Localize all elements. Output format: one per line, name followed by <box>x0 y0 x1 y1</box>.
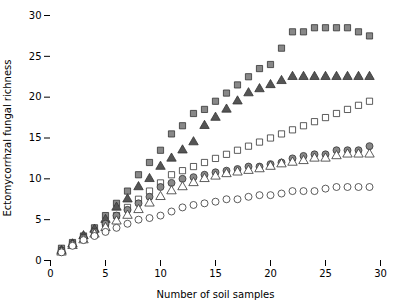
svg-text:Ectomycorrhzal fungal richness: Ectomycorrhzal fungal richness <box>2 60 13 217</box>
svg-text:Number of soil samples: Number of soil samples <box>157 289 275 300</box>
svg-text:30: 30 <box>29 10 42 21</box>
svg-text:0: 0 <box>47 268 53 279</box>
svg-text:5: 5 <box>35 214 41 225</box>
svg-text:0: 0 <box>35 255 41 266</box>
svg-text:10: 10 <box>154 268 167 279</box>
svg-text:25: 25 <box>29 51 42 62</box>
svg-text:5: 5 <box>102 268 108 279</box>
svg-text:25: 25 <box>319 268 332 279</box>
svg-text:20: 20 <box>264 268 277 279</box>
svg-text:20: 20 <box>29 91 42 102</box>
svg-text:15: 15 <box>209 268 222 279</box>
svg-text:10: 10 <box>29 173 42 184</box>
svg-text:30: 30 <box>374 268 387 279</box>
svg-text:15: 15 <box>29 132 42 143</box>
